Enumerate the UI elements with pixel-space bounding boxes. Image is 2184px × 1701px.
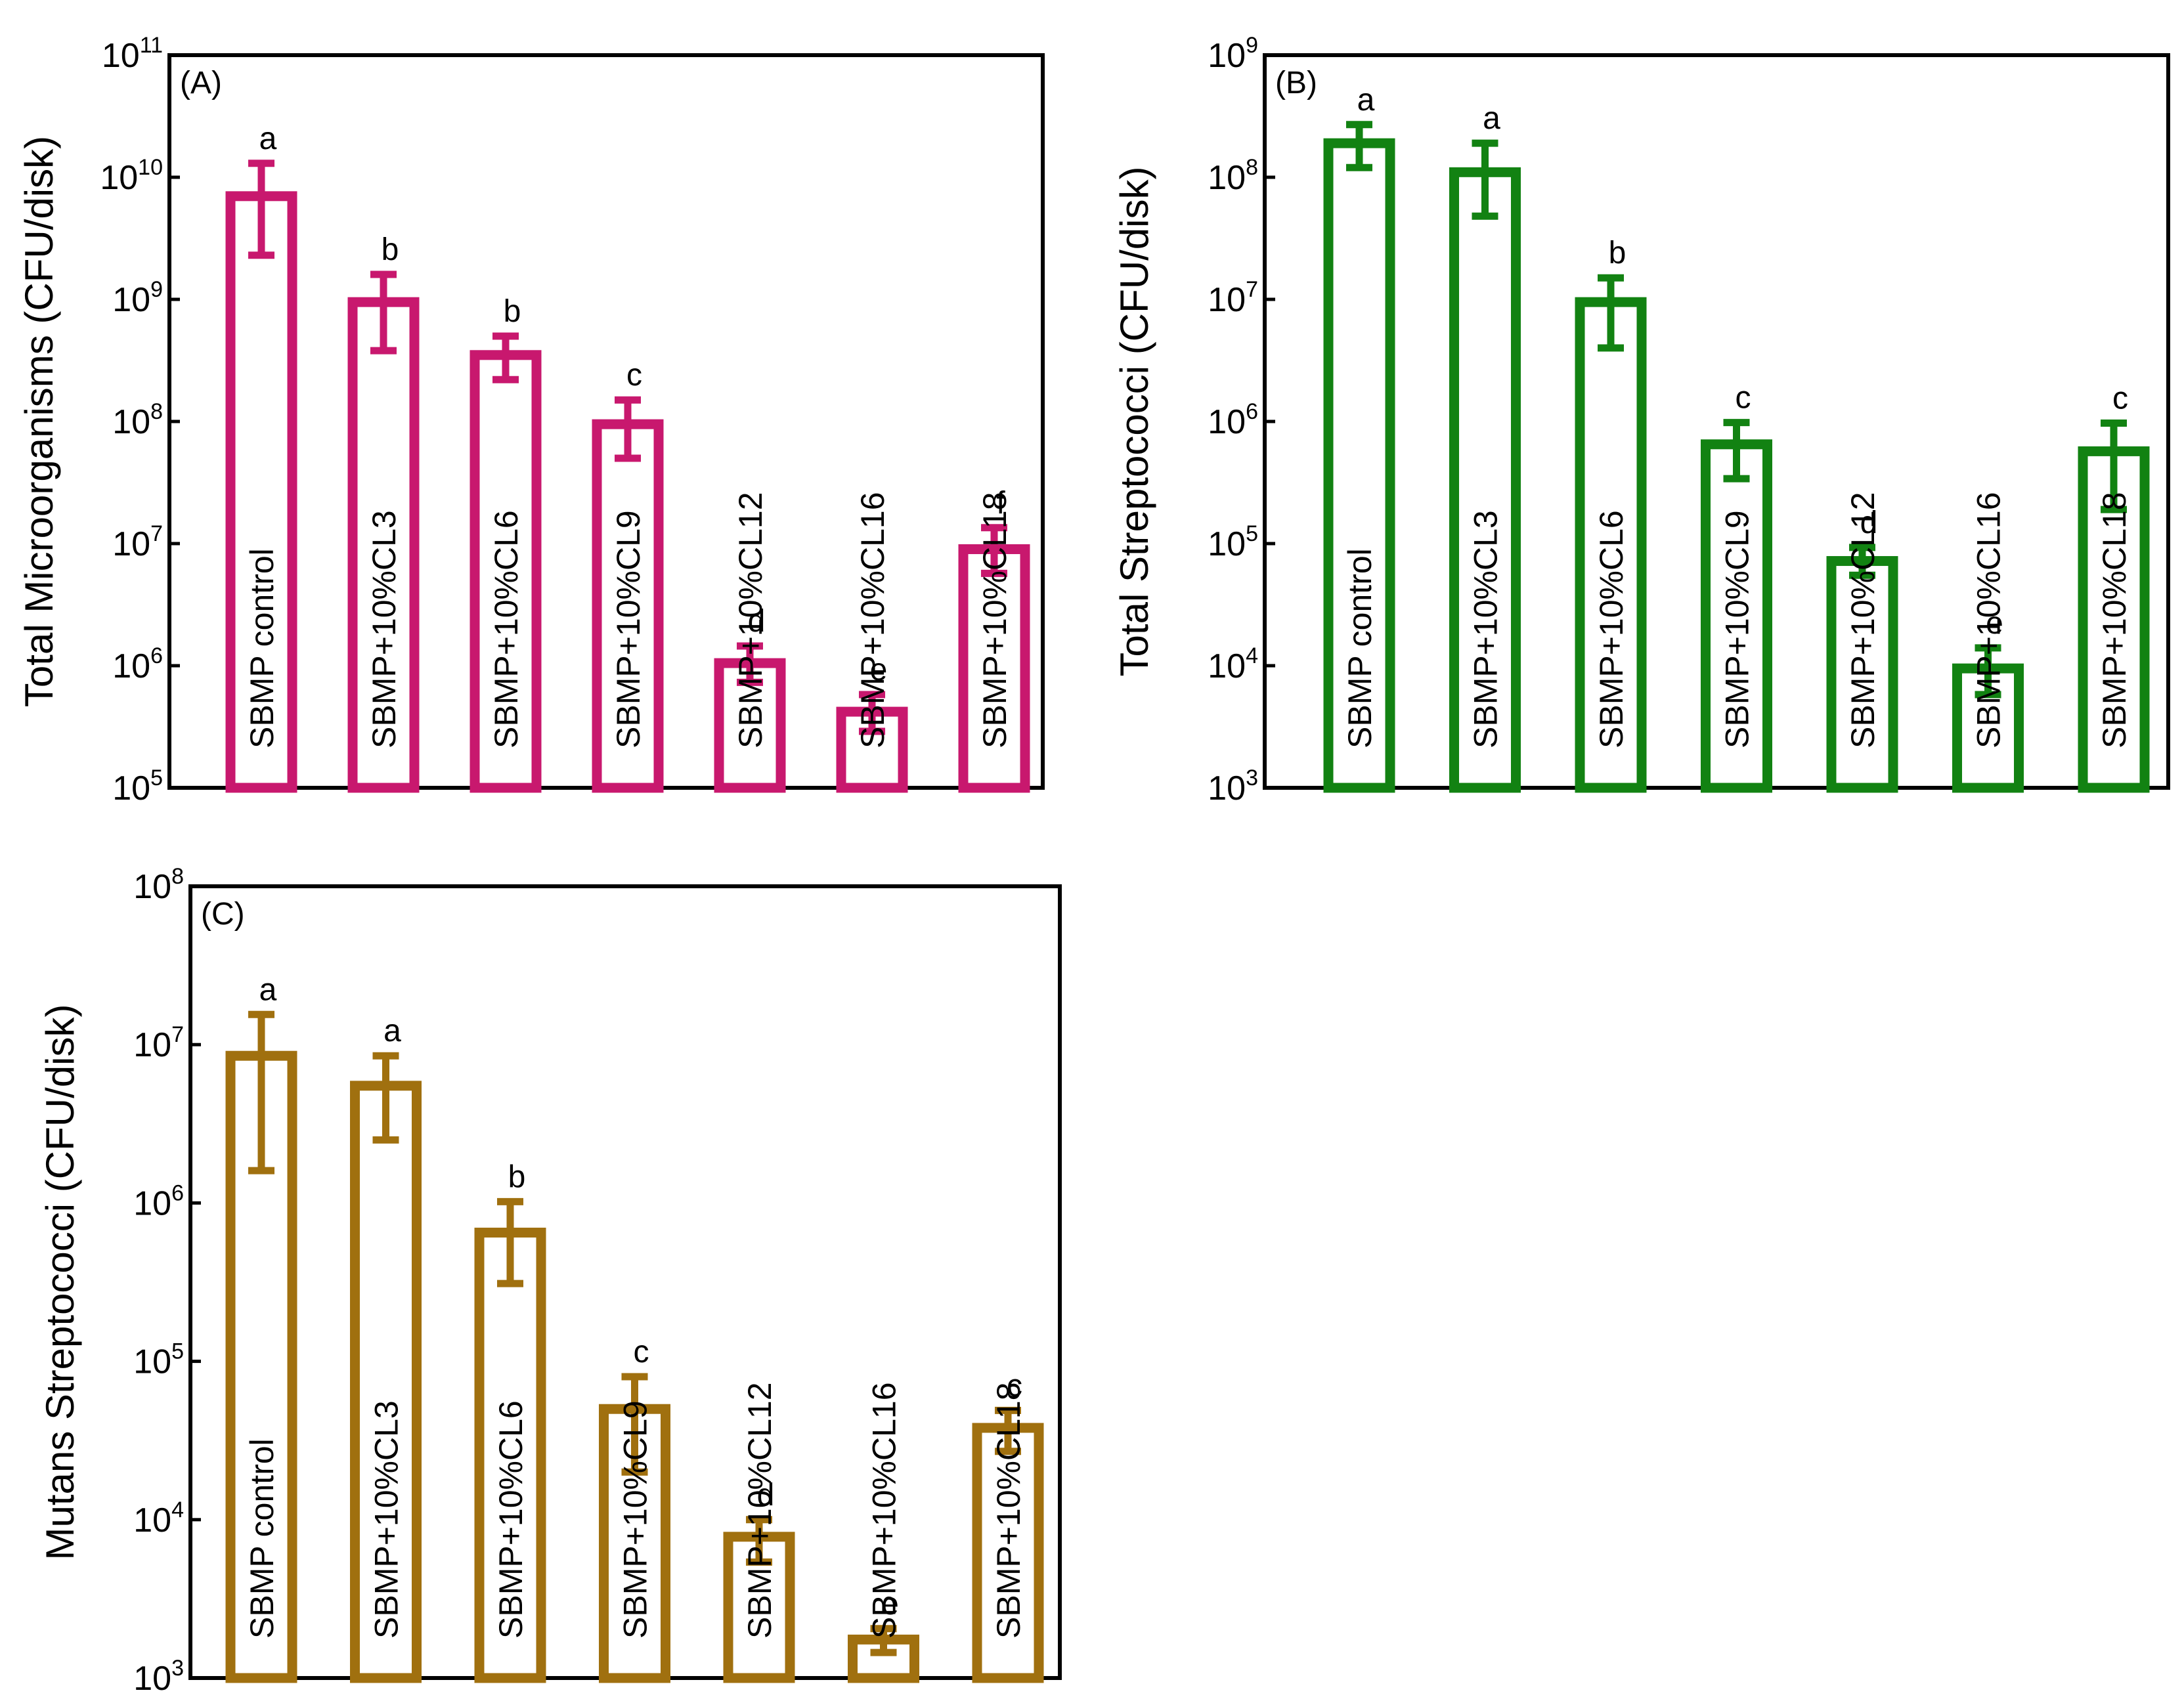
- y-tick-label: 106: [133, 1180, 184, 1222]
- y-axis-title: Mutans Streptococci (CFU/disk): [38, 1004, 82, 1561]
- significance-letter: a: [259, 972, 277, 1007]
- y-tick-label: 105: [112, 765, 163, 807]
- category-label: SBMP+10%CL16: [854, 492, 891, 748]
- significance-letter: b: [1609, 236, 1627, 270]
- category-label: SBMP+10%CL3: [366, 510, 403, 748]
- category-label: SBMP+10%CL18: [976, 492, 1013, 748]
- chart-panel-1: 105 106 107 108 109 1010 1011 Total Microorgani…: [17, 33, 1045, 807]
- significance-letter: c: [626, 358, 642, 393]
- significance-letter: d: [1860, 506, 1878, 540]
- y-tick-label: 104: [133, 1497, 184, 1540]
- panel-label: (B): [1275, 66, 1317, 100]
- y-tick-label: 109: [1208, 33, 1258, 75]
- category-label: SBMP control: [244, 1438, 280, 1639]
- bar-1: [225, 1050, 297, 1683]
- bar-4: [599, 1404, 670, 1683]
- bar-3: [1575, 297, 1647, 793]
- significance-letter: a: [1357, 83, 1375, 118]
- significance-letter: c: [634, 1335, 649, 1369]
- significance-letter: a: [259, 121, 277, 156]
- bar-2: [1449, 167, 1521, 793]
- significance-letter: a: [1483, 101, 1500, 136]
- category-label: SBMP+10%CL18: [990, 1382, 1027, 1639]
- panel-label: (A): [180, 66, 222, 100]
- y-axis-title: Total Microorganisms (CFU/disk): [17, 136, 61, 707]
- bar-7: [972, 1423, 1044, 1683]
- y-tick-label: 104: [1208, 643, 1258, 685]
- y-tick-label: 107: [112, 521, 163, 563]
- y-tick-label: 103: [1208, 765, 1258, 807]
- significance-letter: b: [504, 294, 521, 329]
- significance-letter: c: [1736, 381, 1751, 416]
- y-tick-label: 1010: [100, 155, 163, 197]
- y-tick-label: 105: [133, 1339, 184, 1381]
- significance-letter: f: [996, 486, 1005, 521]
- category-label: SBMP+10%CL9: [1719, 510, 1756, 748]
- y-tick-label: 109: [112, 277, 163, 319]
- category-label: SBMP+10%CL3: [1468, 510, 1504, 748]
- chart-panel-3: 103 104 105 106 107 108 Mutans Streptococci (C…: [38, 864, 1062, 1698]
- bar-3: [470, 350, 542, 793]
- category-label: SBMP+10%CL9: [617, 1400, 654, 1639]
- category-label: SBMP+10%CL3: [368, 1400, 405, 1639]
- category-label: SBMP+10%CL6: [488, 510, 525, 748]
- chart-panel-2: 103 104 105 106 107 108 109 Total Streptococci …: [1112, 33, 2170, 807]
- category-label: SBMP+10%CL12: [732, 492, 769, 748]
- y-tick-label: 106: [1208, 399, 1258, 441]
- bar-7: [958, 544, 1030, 793]
- category-label: SBMP+10%CL6: [492, 1400, 529, 1639]
- bar-4: [592, 419, 664, 793]
- y-tick-label: 1011: [102, 33, 163, 75]
- category-label: SBMP+10%CL12: [741, 1382, 778, 1639]
- category-label: SBMP control: [244, 548, 280, 748]
- bar-1: [1323, 138, 1395, 793]
- y-axis-title: Total Streptococci (CFU/disk): [1112, 167, 1156, 677]
- significance-letter: e: [1986, 606, 2003, 641]
- category-label: SBMP+10%CL16: [1971, 492, 2007, 748]
- category-label: SBMP+10%CL18: [2096, 492, 2133, 748]
- significance-letter: c: [2112, 381, 2128, 416]
- panel-label: (C): [201, 897, 245, 932]
- significance-letter: e: [870, 653, 888, 687]
- category-label: SBMP+10%CL12: [1845, 492, 1881, 748]
- category-label: SBMP+10%CL9: [610, 510, 647, 748]
- bar-3: [474, 1228, 546, 1683]
- significance-letter: b: [382, 232, 399, 267]
- y-tick-label: 103: [133, 1656, 184, 1698]
- y-tick-label: 108: [133, 864, 184, 906]
- significance-letter: e: [881, 1587, 899, 1622]
- significance-letter: d: [757, 1478, 775, 1513]
- category-label: SBMP+10%CL6: [1593, 510, 1630, 748]
- y-tick-label: 108: [112, 399, 163, 441]
- significance-letter: a: [383, 1014, 401, 1048]
- significance-letter: d: [748, 604, 766, 639]
- significance-letter: b: [508, 1159, 526, 1194]
- category-label: SBMP+10%CL16: [866, 1382, 903, 1639]
- category-label: SBMP control: [1342, 548, 1378, 748]
- y-tick-label: 107: [133, 1022, 184, 1064]
- y-tick-label: 108: [1208, 155, 1258, 197]
- y-tick-label: 107: [1208, 277, 1258, 319]
- bar-1: [225, 191, 297, 793]
- significance-letter: c: [1007, 1368, 1022, 1403]
- y-tick-label: 106: [112, 643, 163, 685]
- y-tick-label: 105: [1208, 521, 1258, 563]
